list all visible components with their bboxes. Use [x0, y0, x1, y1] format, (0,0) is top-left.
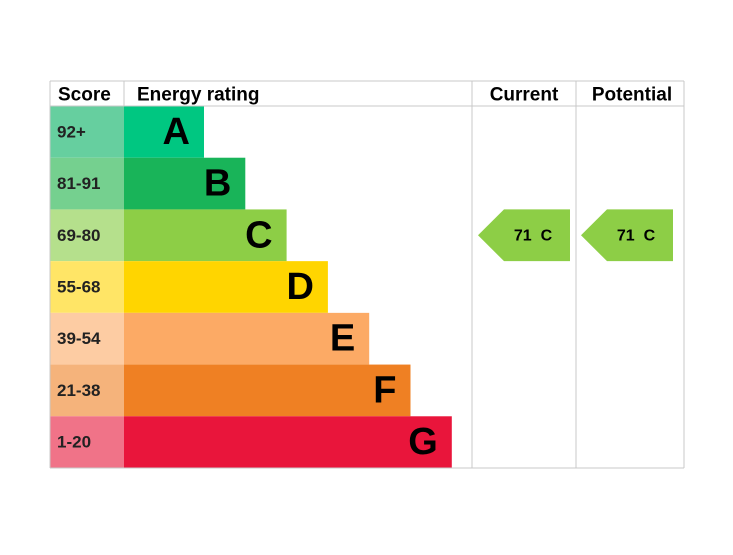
score-label: 55-68: [57, 278, 100, 297]
score-cell: [50, 261, 124, 313]
rating-bar: [124, 312, 370, 365]
score-cell: [50, 312, 124, 365]
band-letter: F: [373, 369, 396, 411]
score-cell: [50, 106, 124, 158]
band-letter: G: [408, 421, 438, 463]
potential-band: C: [644, 227, 656, 244]
score-label: 92+: [57, 122, 86, 141]
rating-bar: [124, 209, 287, 262]
current-score: 71: [514, 227, 532, 244]
current-band: C: [541, 227, 553, 244]
current-rating: 71 C: [514, 227, 553, 244]
current-header: Current: [490, 85, 559, 106]
rating-bar: [124, 261, 328, 313]
rating-bar: [124, 157, 246, 210]
band-letter: E: [330, 318, 355, 360]
band-letter: D: [286, 266, 313, 308]
current-arrow: [478, 209, 570, 262]
band-letter: C: [245, 214, 272, 256]
rating-bar: [124, 364, 411, 417]
band-letter: A: [163, 111, 190, 153]
potential-rating: 71 C: [617, 227, 656, 244]
score-cell: [50, 364, 124, 417]
score-label: 21-38: [57, 381, 100, 400]
score-label: 81-91: [57, 174, 100, 193]
score-cell: [50, 157, 124, 210]
band-letter: B: [204, 163, 231, 205]
score-label: 69-80: [57, 226, 100, 245]
score-cell: [50, 416, 124, 468]
rating-header: Energy rating: [137, 85, 259, 106]
potential-header: Potential: [592, 85, 672, 106]
score-header: Score: [58, 85, 111, 106]
rating-bar: [124, 106, 204, 158]
score-cell: [50, 209, 124, 262]
rating-bar: [124, 416, 452, 468]
potential-arrow: [581, 209, 673, 262]
potential-score: 71: [617, 227, 635, 244]
score-label: 39-54: [57, 329, 101, 348]
score-label: 1-20: [57, 433, 91, 452]
